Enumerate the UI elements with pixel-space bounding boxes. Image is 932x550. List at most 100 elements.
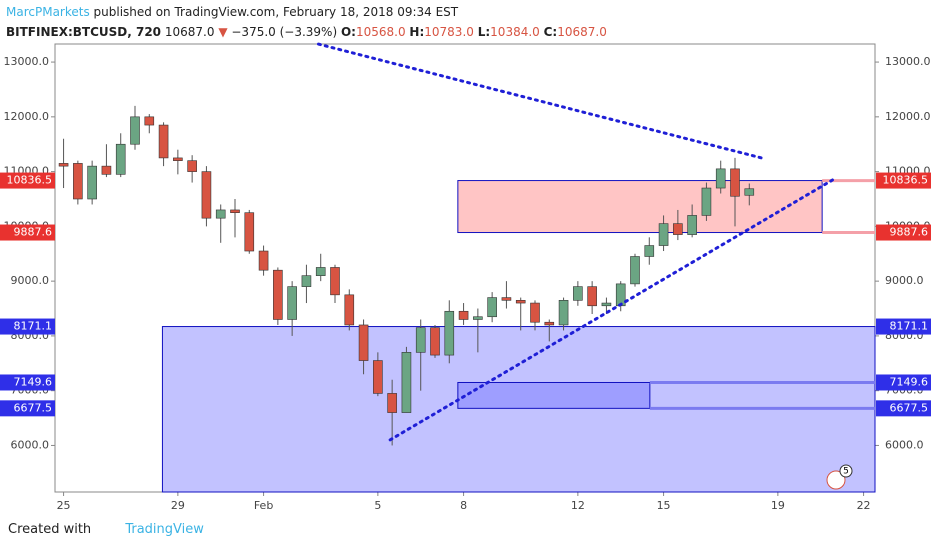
zone-label-right-bg	[876, 374, 931, 391]
zone-label-right: 9887.6	[890, 226, 929, 239]
o-label: O:	[340, 25, 356, 39]
candle-body	[201, 171, 212, 219]
o: 10568.0	[355, 25, 406, 39]
candle-body	[358, 324, 369, 361]
candle-body	[144, 116, 155, 126]
candle-body	[430, 327, 440, 356]
zone-label-left-bg	[0, 318, 55, 335]
candle-body	[558, 300, 569, 326]
candle-body	[215, 209, 226, 219]
candle-body	[401, 352, 412, 413]
h-label: H:	[409, 25, 425, 39]
c: 10687.0	[557, 25, 607, 39]
header: MarcPMarkets published on TradingView.co…	[6, 2, 607, 42]
zone-label-left: 8171.1	[14, 320, 53, 333]
candle-body	[287, 286, 297, 320]
candle-body	[515, 300, 526, 304]
candle-body	[373, 360, 383, 394]
zone-label-left-bg	[0, 172, 55, 189]
y-tick-label-right: 9000.0	[885, 274, 924, 287]
zone-label-left: 10836.5	[7, 174, 53, 187]
candle-body	[344, 294, 355, 326]
l: 10384.0	[490, 25, 540, 39]
trendline	[316, 42, 764, 160]
y-tick-label: 6000.0	[11, 438, 50, 451]
candle-body	[658, 223, 669, 246]
x-tick-label: 29	[171, 499, 185, 512]
candle-body	[715, 168, 726, 189]
y-tick-label: 9000.0	[11, 274, 50, 287]
candle-body	[87, 165, 97, 200]
candle-body	[730, 168, 740, 197]
candle-body	[73, 163, 83, 200]
zone-label-right: 7149.6	[890, 375, 929, 388]
zone	[457, 381, 651, 409]
brand[interactable]: TradingView	[125, 522, 204, 537]
zone-label-right: 10836.5	[883, 174, 929, 187]
candle-body	[230, 209, 240, 213]
candle-body	[544, 321, 555, 326]
candle-body	[687, 215, 697, 235]
y-tick-label-right: 12000.0	[885, 110, 931, 123]
trendline	[388, 176, 838, 442]
candle-body	[387, 393, 397, 413]
zone-label-left-bg	[0, 374, 55, 391]
zone-label-right: 8171.1	[890, 320, 929, 333]
candle-body	[173, 157, 183, 161]
chart: 6000.06000.07000.07000.08000.08000.09000…	[0, 42, 931, 512]
x-tick-label: 15	[657, 499, 671, 512]
badge-icon[interactable]	[826, 470, 846, 490]
candle-body	[530, 302, 540, 323]
x-tick-label: 8	[460, 499, 467, 512]
candle-body	[501, 297, 512, 301]
author[interactable]: MarcPMarkets	[6, 5, 90, 19]
candle-body	[115, 143, 126, 175]
candle-body	[444, 310, 455, 356]
change: −375.0 (−3.39%)	[231, 25, 338, 39]
x-tick-label: 22	[857, 499, 871, 512]
created: Created with	[8, 522, 92, 537]
candle-body	[644, 245, 655, 257]
candle-body	[615, 283, 626, 307]
last: 10687.0	[164, 25, 215, 39]
candle-body	[58, 163, 69, 167]
badge: 5	[843, 467, 849, 477]
candle-body	[601, 302, 612, 307]
candle-body	[101, 165, 112, 175]
zone-label-left: 6677.5	[14, 401, 53, 414]
zone-label-right-bg	[876, 224, 931, 241]
arrow: ▼	[218, 25, 228, 39]
symbol: BITFINEX:BTCUSD, 720	[6, 25, 162, 39]
y-tick-label: 12000.0	[4, 110, 50, 123]
candle-body	[573, 286, 583, 301]
zone-label-right-bg	[876, 318, 931, 335]
candle-body	[301, 275, 312, 287]
x-tick-label: 5	[374, 499, 381, 512]
zone-label-right-bg	[876, 172, 931, 189]
candle-body	[458, 310, 469, 320]
candle-body	[587, 286, 597, 307]
published: published on TradingView.com, February 1…	[89, 5, 459, 19]
candle-body	[244, 212, 255, 252]
candle-body	[315, 267, 326, 276]
badge-circle	[839, 464, 853, 478]
footer: Created with TradingView	[8, 522, 204, 537]
candle-body	[415, 327, 426, 353]
zone-label-left-bg	[0, 224, 55, 241]
candle-body	[158, 124, 169, 159]
candle-body	[130, 116, 140, 145]
x-tick-label: 19	[771, 499, 785, 512]
zone-label-right: 6677.5	[890, 401, 929, 414]
candle-body	[487, 297, 497, 318]
candle-body	[258, 250, 269, 271]
candle-body	[701, 187, 712, 216]
c-label: C:	[543, 25, 558, 39]
zone-label-left-bg	[0, 400, 55, 417]
x-tick-label: 12	[571, 499, 585, 512]
x-tick-label: 25	[57, 499, 71, 512]
zone-label-left: 7149.6	[14, 375, 53, 388]
zone-label-left: 9887.6	[14, 226, 53, 239]
plot-frame	[54, 43, 876, 493]
candle-body	[473, 316, 483, 320]
